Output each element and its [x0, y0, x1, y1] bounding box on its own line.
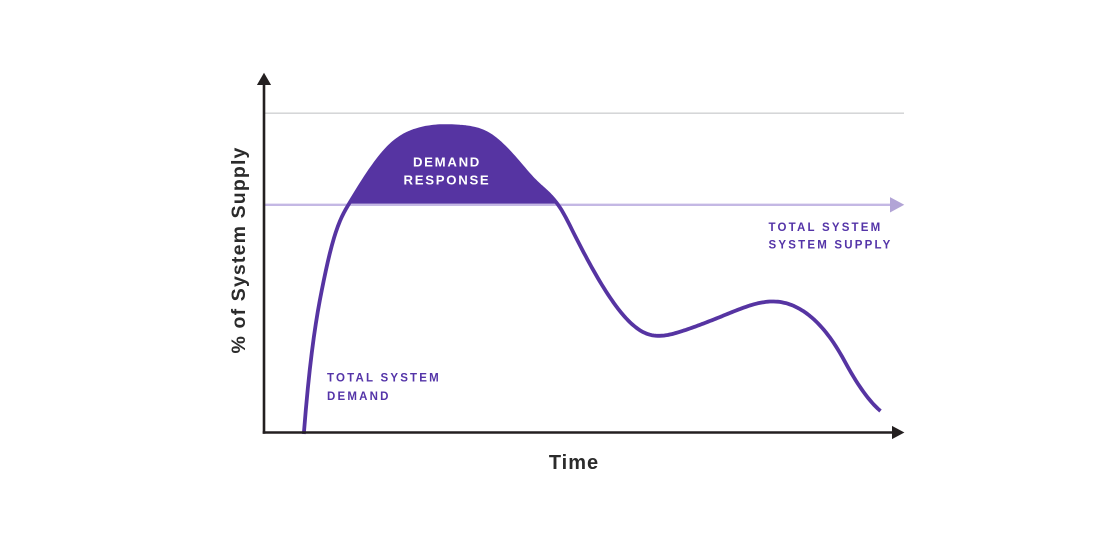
svg-text:RESPONSE: RESPONSE: [404, 173, 491, 188]
svg-text:% of System Supply: % of System Supply: [228, 146, 250, 353]
svg-text:SYSTEM SUPPLY: SYSTEM SUPPLY: [769, 240, 893, 252]
svg-text:TOTAL SYSTEM: TOTAL SYSTEM: [769, 222, 883, 234]
svg-text:TOTAL SYSTEM: TOTAL SYSTEM: [327, 373, 441, 385]
svg-text:DEMAND: DEMAND: [413, 154, 481, 169]
svg-text:Time: Time: [549, 452, 599, 474]
svg-text:DEMAND: DEMAND: [327, 391, 391, 403]
